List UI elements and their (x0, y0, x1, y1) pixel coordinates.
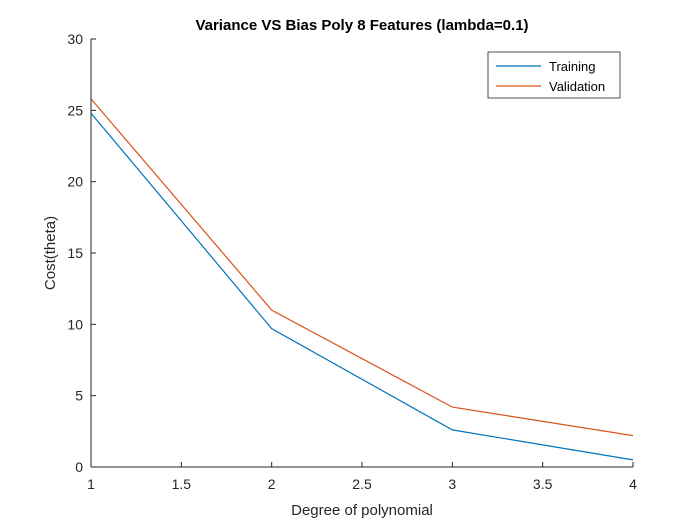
y-tick-label: 25 (67, 102, 83, 118)
x-tick-label: 1 (87, 476, 95, 492)
y-tick-label: 20 (67, 174, 83, 190)
x-axis-title: Degree of polynomial (291, 502, 433, 519)
plot-area (91, 39, 633, 467)
series-line-training (90, 112, 634, 461)
x-tick-label: 2.5 (352, 476, 372, 492)
y-tick-label: 10 (67, 316, 83, 332)
ticks-layer: 1 1.5 2 2.5 3 3.5 4 0 5 10 15 20 25 30 (67, 31, 637, 492)
y-tick-label: 15 (67, 245, 83, 261)
legend-label-training: Training (549, 59, 595, 74)
series-layer (90, 98, 634, 461)
x-tick-label: 4 (629, 476, 637, 492)
chart-title: Variance VS Bias Poly 8 Features (lambda… (195, 17, 528, 34)
x-tick-label: 3 (448, 476, 456, 492)
y-axis-title: Cost(theta) (42, 216, 59, 290)
x-tick-label: 2 (268, 476, 276, 492)
series-line-validation (90, 98, 634, 437)
y-tick-label: 0 (75, 459, 83, 475)
legend: Training Validation (487, 51, 621, 99)
y-tick-label: 30 (67, 31, 83, 47)
legend-label-validation: Validation (549, 79, 605, 94)
legend-box (487, 51, 621, 99)
x-tick-label: 3.5 (533, 476, 553, 492)
x-tick-label: 1.5 (172, 476, 192, 492)
y-tick-label: 5 (75, 388, 83, 404)
legend-items: Training Validation (496, 59, 605, 94)
